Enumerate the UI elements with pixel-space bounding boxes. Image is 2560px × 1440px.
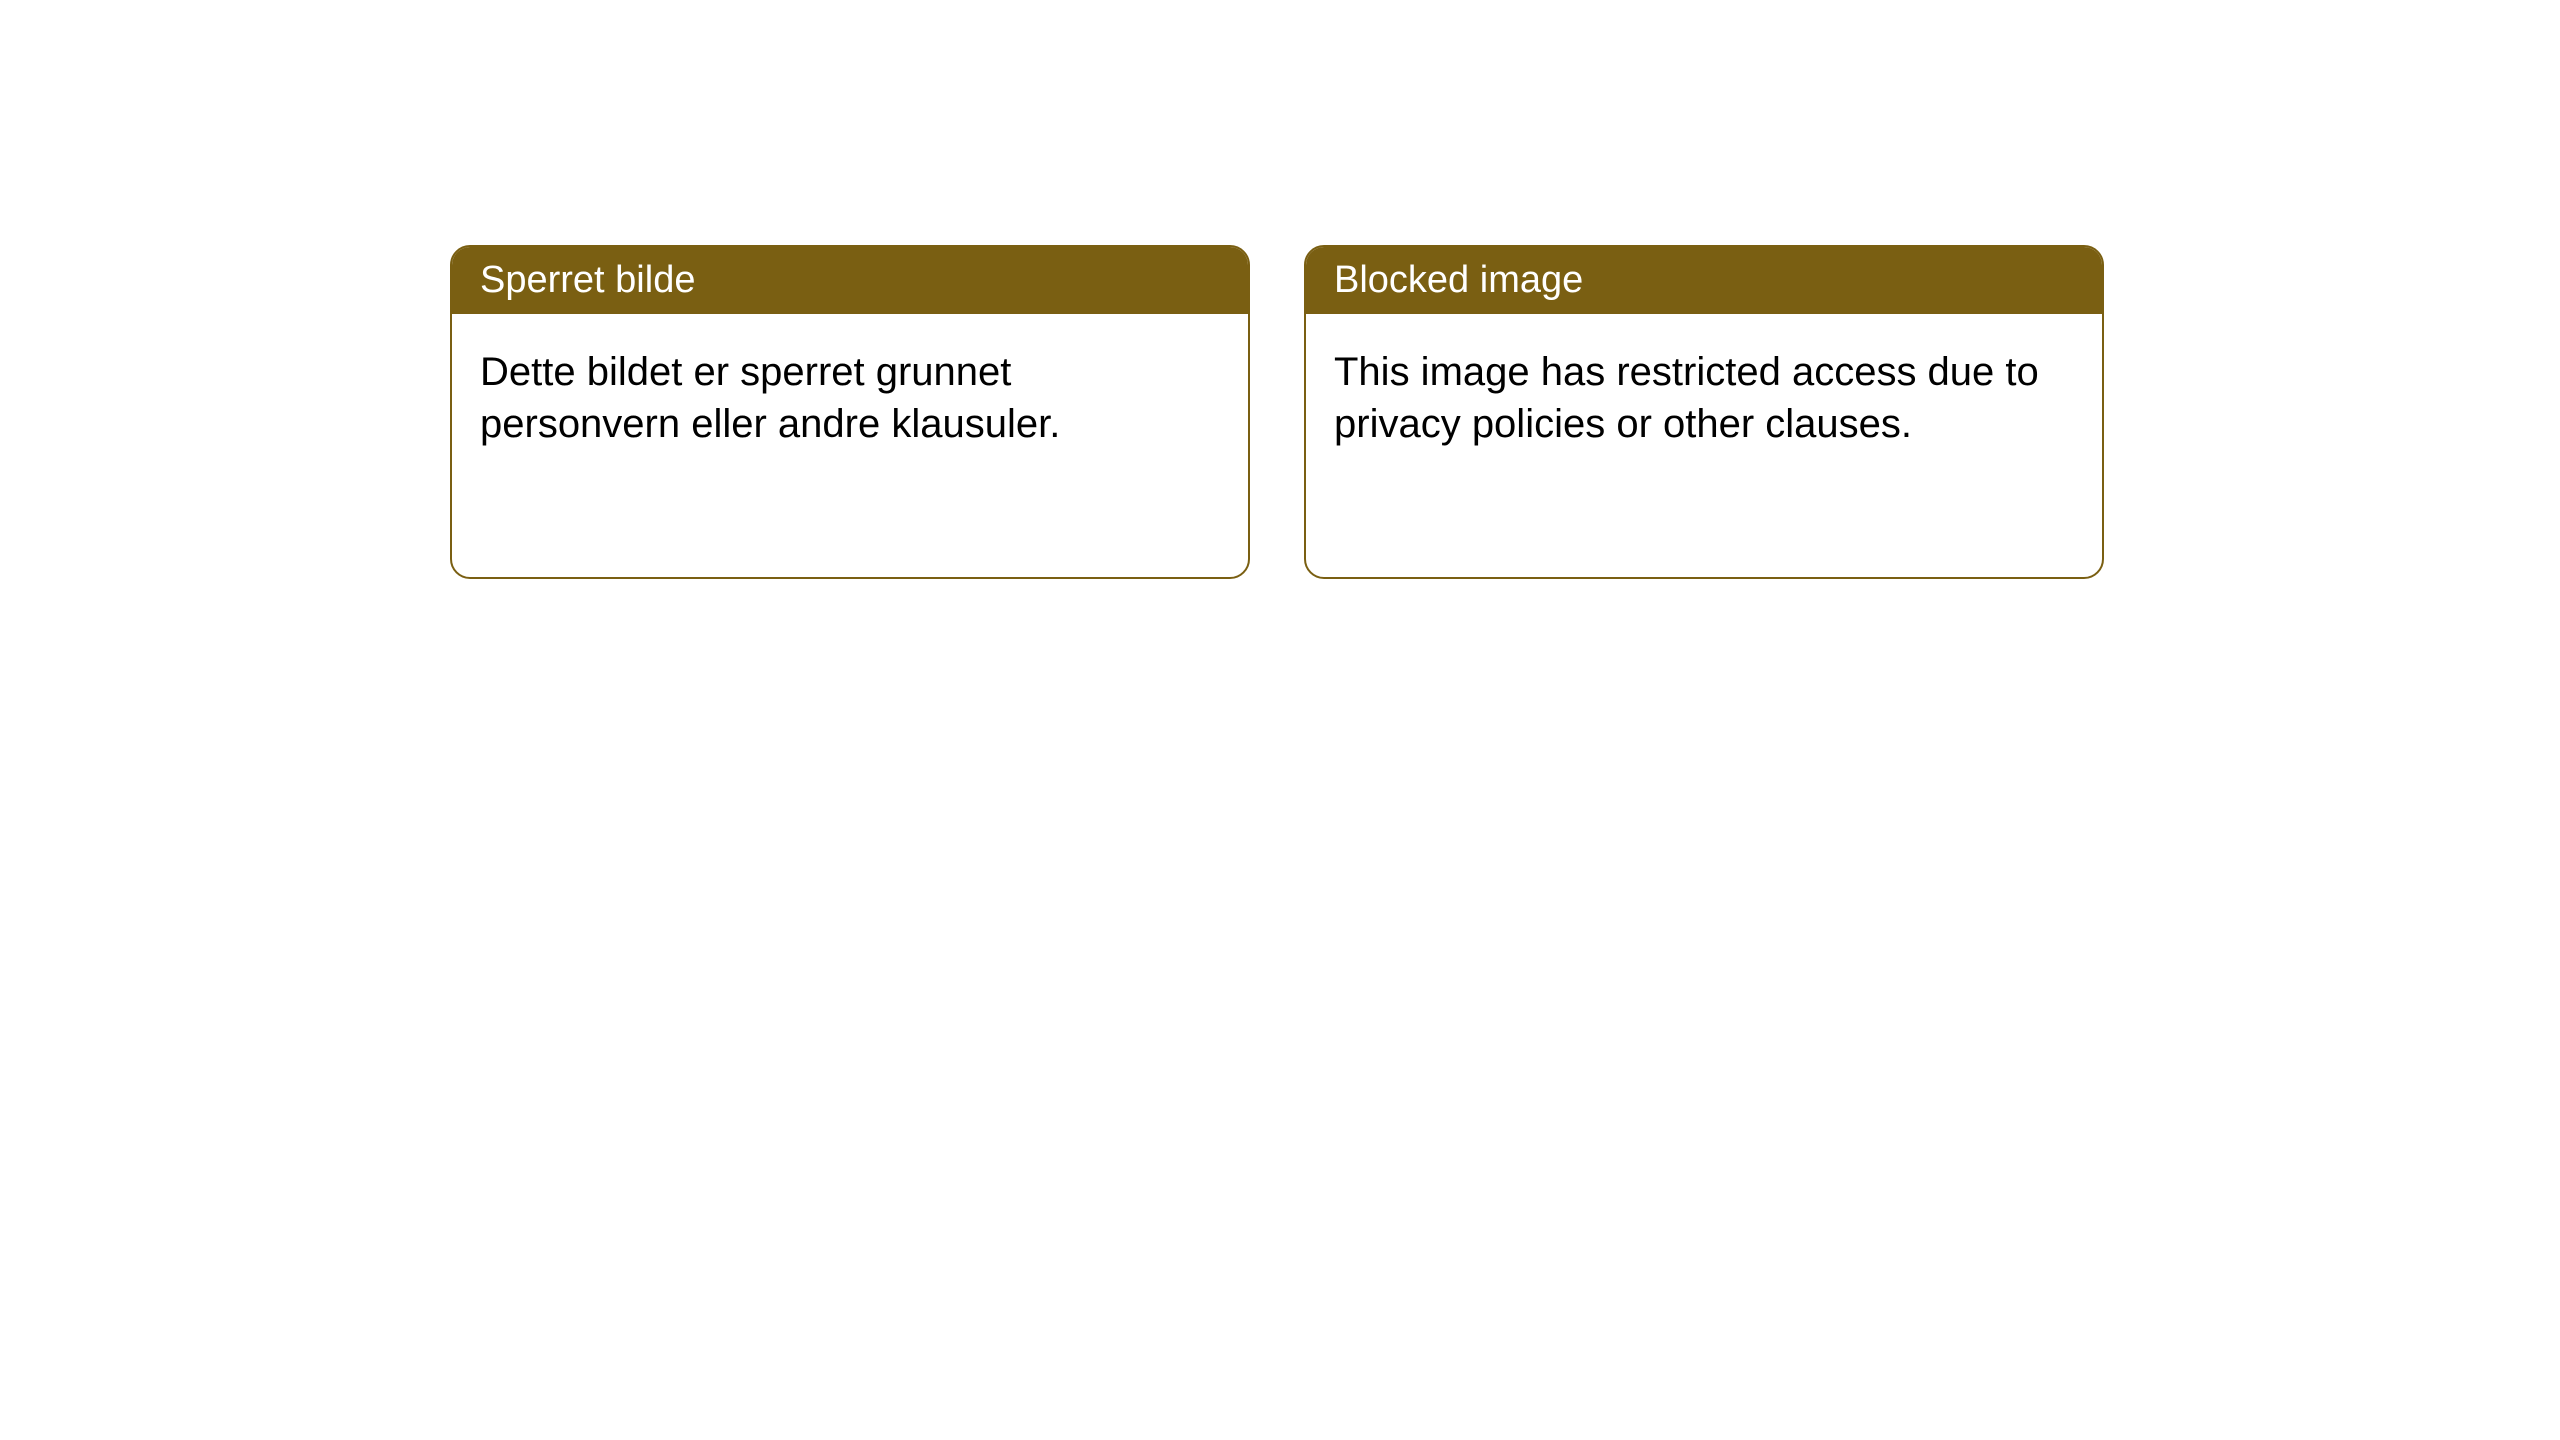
notice-body-norwegian: Dette bildet er sperret grunnet personve… [452, 314, 1248, 482]
notice-cards-container: Sperret bilde Dette bildet er sperret gr… [450, 245, 2104, 579]
notice-body-english: This image has restricted access due to … [1306, 314, 2102, 482]
notice-header-english: Blocked image [1306, 247, 2102, 314]
notice-card-english: Blocked image This image has restricted … [1304, 245, 2104, 579]
notice-header-norwegian: Sperret bilde [452, 247, 1248, 314]
notice-card-norwegian: Sperret bilde Dette bildet er sperret gr… [450, 245, 1250, 579]
